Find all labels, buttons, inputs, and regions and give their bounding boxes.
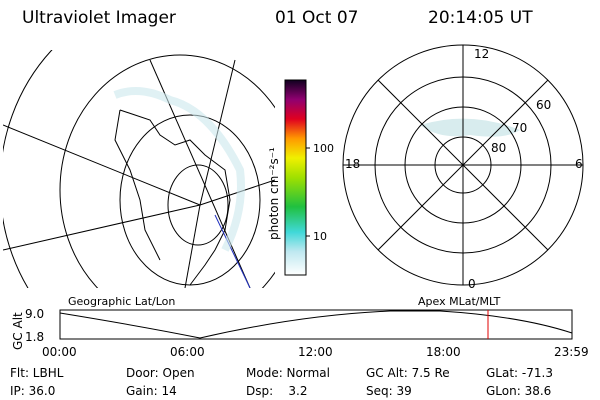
lat-label: 70 [512, 121, 527, 135]
y-label: 9.0 [25, 307, 44, 321]
geographic-map [3, 50, 275, 288]
map-title: Apex MLat/MLT [418, 295, 501, 308]
status-field: IP: 36.0 [10, 384, 55, 398]
status-field: GC Alt: 7.5 Re [366, 366, 450, 380]
mlt-label: 12 [474, 47, 489, 61]
footer: Flt: LBHL Door: Open Mode: Normal GC Alt: 7… [10, 366, 553, 398]
mlt-label: 6 [575, 157, 583, 171]
instrument: Ultraviolet Imager [22, 8, 176, 28]
polar-grid [342, 44, 584, 286]
map-title: Geographic Lat/Lon [68, 295, 175, 308]
colorbar-unit: photon cm⁻²s⁻¹ [267, 147, 281, 240]
status-field: Dsp: 3.2 [246, 384, 308, 398]
x-label: 18:00 [426, 345, 461, 359]
colorbar-label: 10 [313, 230, 327, 243]
status-field: Door: Open [126, 366, 195, 380]
lat-label: 80 [491, 141, 506, 155]
axis-label: GC Alt [11, 312, 25, 350]
status-field: GLon: 38.6 [486, 384, 551, 398]
x-label: 12:00 [298, 345, 333, 359]
x-label: 23:59 [554, 345, 589, 359]
mlt-label: 18 [345, 157, 360, 171]
time: 20:14:05 UT [428, 8, 533, 28]
status-field: Gain: 14 [126, 384, 177, 398]
altitude-curve [59, 310, 573, 339]
status-field: Mode: Normal [246, 366, 330, 380]
altitude-frame [59, 309, 573, 340]
x-label: 06:00 [170, 345, 205, 359]
mlt-label: 0 [468, 277, 476, 291]
status-field: Flt: LBHL [10, 366, 64, 380]
status-field: Seq: 39 [366, 384, 412, 398]
y-label: 1.8 [25, 330, 44, 344]
aurora [113, 87, 245, 252]
status-field: GLat: -71.3 [486, 366, 553, 380]
x-label: 00:00 [42, 345, 77, 359]
date: 01 Oct 07 [275, 8, 358, 28]
colorbar [284, 79, 307, 276]
colorbar-label: 100 [313, 142, 334, 155]
lat-label: 60 [536, 98, 551, 112]
